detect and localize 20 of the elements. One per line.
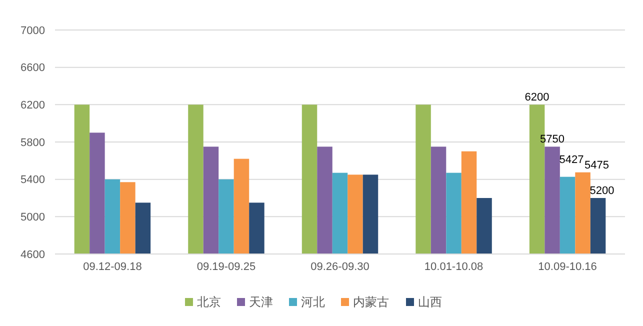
y-tick-label: 5400 bbox=[20, 174, 45, 186]
data-label: 5427 bbox=[559, 154, 584, 166]
y-tick-label: 6200 bbox=[20, 100, 45, 112]
x-tick-label: 10.09-10.16 bbox=[538, 261, 597, 273]
data-label: 6200 bbox=[524, 92, 550, 104]
x-tick-label: 09.12-09.18 bbox=[83, 261, 142, 273]
legend-label: 北京 bbox=[197, 295, 221, 310]
data-label: 5475 bbox=[584, 159, 610, 172]
x-tick-label: 09.19-09.25 bbox=[196, 261, 256, 273]
legend-label: 河北 bbox=[301, 295, 325, 310]
y-tick-label: 5000 bbox=[20, 212, 45, 224]
legend-label: 内蒙古 bbox=[353, 295, 389, 310]
legend-label: 山西 bbox=[418, 295, 442, 310]
x-tick-label: 09.26-09.30 bbox=[310, 261, 370, 273]
legend-label: 天津 bbox=[249, 295, 273, 310]
y-tick-label: 6600 bbox=[20, 62, 45, 74]
x-tick-label: 10.01-10.08 bbox=[424, 261, 484, 273]
y-tick-label: 5800 bbox=[20, 136, 45, 149]
y-tick-label: 7000 bbox=[20, 24, 45, 37]
y-tick-label: 4600 bbox=[20, 248, 45, 261]
